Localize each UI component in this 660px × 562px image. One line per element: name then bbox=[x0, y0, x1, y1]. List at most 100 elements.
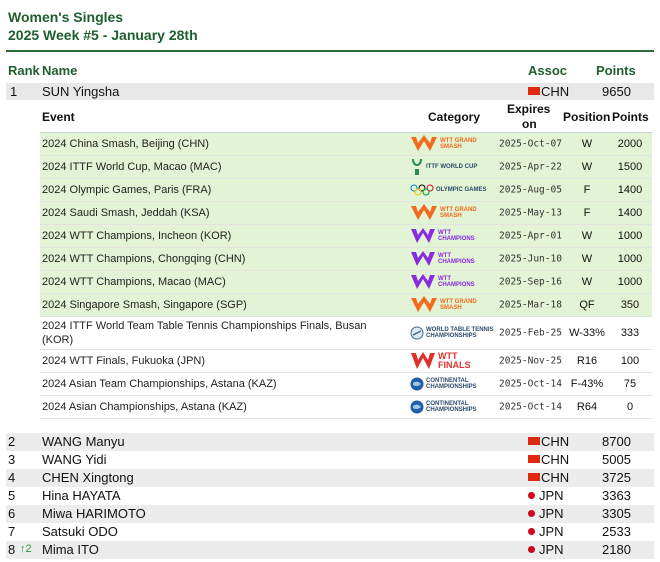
category-logo-line2: CHAMPIONSHIPS bbox=[426, 407, 477, 413]
ranking-column-headers: Rank Name Assoc Points bbox=[6, 63, 654, 81]
page-title: Women's Singles bbox=[8, 9, 124, 25]
leader-event-breakdown: Event Category Expires on Position Point… bbox=[40, 101, 652, 419]
event-expires: 2025-Apr-22 bbox=[499, 161, 562, 173]
event-row[interactable]: 2024 WTT Champions, Macao (MAC) WTT CHAMPI… bbox=[40, 271, 652, 294]
event-name: 2024 Saudi Smash, Jeddah (KSA) bbox=[42, 207, 210, 219]
points-column-header: Points bbox=[596, 63, 636, 78]
player-row[interactable]: 4 CHEN Xingtong CHN 3725 bbox=[6, 469, 654, 487]
event-expires: 2025-Sep-16 bbox=[499, 276, 562, 288]
player-name: Hina HAYATA bbox=[42, 488, 121, 503]
rank-column-header: Rank bbox=[8, 63, 40, 78]
event-points: 1000 bbox=[617, 253, 643, 265]
wtt-smash-logo: WTT GRAND SMASH bbox=[410, 204, 477, 222]
ranking-week: 2025 Week #5 - January 28th bbox=[8, 27, 198, 43]
event-points: 0 bbox=[626, 401, 634, 413]
event-expires: 2025-Apr-01 bbox=[499, 230, 562, 242]
event-category: ITTF WORLD CUP bbox=[410, 156, 496, 178]
header-divider bbox=[6, 50, 654, 52]
category-logo-line1: CONTINENTAL bbox=[426, 401, 469, 407]
player-row[interactable]: 6 Miwa HARIMOTO JPN 3305 bbox=[6, 505, 654, 523]
category-logo-line2: CHAMPIONSHIPS bbox=[426, 384, 477, 390]
wtt-smash-logo: WTT GRAND SMASH bbox=[410, 135, 477, 153]
event-points: 2000 bbox=[617, 138, 643, 150]
event-row[interactable]: 2024 Saudi Smash, Jeddah (KSA) WTT GRAND S… bbox=[40, 202, 652, 225]
event-position: W bbox=[581, 276, 593, 288]
category-logo-line1: CONTINENTAL bbox=[426, 378, 469, 384]
player-row[interactable]: 5 Hina HAYATA JPN 3363 bbox=[6, 487, 654, 505]
category-logo-line1: WTT GRAND bbox=[440, 138, 477, 144]
category-logo-line1: OLYMPIC GAMES bbox=[436, 187, 487, 193]
event-row[interactable]: 2024 WTT Champions, Chongqing (CHN) WTT CH… bbox=[40, 248, 652, 271]
ittf-world-cup-logo: ITTF WORLD CUP bbox=[410, 157, 477, 177]
event-row[interactable]: 2024 ITTF World Team Table Tennis Champi… bbox=[40, 317, 652, 350]
player-points: 2180 bbox=[602, 542, 631, 557]
player-row[interactable]: 8 ↑2 Mima ITO JPN 2180 bbox=[6, 541, 654, 559]
event-column-header: Event bbox=[42, 110, 75, 124]
player-rank: 7 bbox=[8, 524, 16, 539]
player-points: 3305 bbox=[602, 506, 631, 521]
event-category: WTT GRAND SMASH bbox=[410, 202, 496, 224]
event-points: 1000 bbox=[617, 230, 643, 242]
leader-name: SUN Yingsha bbox=[42, 84, 120, 99]
category-logo-text: WTT CHAMPIONS bbox=[438, 253, 475, 265]
event-position: W bbox=[581, 161, 593, 173]
japan-flag-icon bbox=[528, 528, 535, 535]
event-position: QF bbox=[579, 299, 595, 311]
category-logo-line1: WTT GRAND bbox=[440, 207, 477, 213]
category-logo-text: WTT GRAND SMASH bbox=[440, 138, 477, 150]
event-position: W bbox=[581, 230, 593, 242]
player-points: 3363 bbox=[602, 488, 631, 503]
player-assoc: CHN bbox=[528, 470, 569, 485]
event-row[interactable]: 2024 China Smash, Beijing (CHN) WTT GRAND… bbox=[40, 133, 652, 156]
event-row[interactable]: 2024 Singapore Smash, Singapore (SGP) WTT… bbox=[40, 294, 652, 317]
ranking-header: Women's Singles 2025 Week #5 - January 2… bbox=[8, 8, 198, 44]
player-assoc: JPN bbox=[528, 542, 564, 557]
event-position: W bbox=[581, 138, 593, 150]
event-points: 1400 bbox=[617, 184, 643, 196]
category-logo-text: WTT GRAND SMASH bbox=[440, 207, 477, 219]
event-points: 1500 bbox=[617, 161, 643, 173]
event-name: 2024 Asian Team Championships, Astana (K… bbox=[42, 378, 277, 390]
points-column-header-event: Points bbox=[612, 110, 649, 124]
china-flag-icon bbox=[528, 455, 540, 463]
player-rank: 4 bbox=[8, 470, 16, 485]
player-row[interactable]: 7 Satsuki ODO JPN 2533 bbox=[6, 523, 654, 541]
category-logo-text: WTT FINALS bbox=[438, 352, 471, 370]
event-row[interactable]: 2024 Asian Team Championships, Astana (K… bbox=[40, 373, 652, 396]
position-column-header: Position bbox=[563, 110, 611, 124]
event-points: 100 bbox=[620, 355, 640, 367]
player-assoc: JPN bbox=[528, 506, 564, 521]
category-column-header: Category bbox=[428, 110, 481, 124]
leader-row[interactable]: 1 SUN Yingsha CHN 9650 bbox=[6, 83, 654, 100]
event-rows: 2024 China Smash, Beijing (CHN) WTT GRAND… bbox=[40, 133, 652, 419]
japan-flag-icon bbox=[528, 510, 535, 517]
player-name: CHEN Xingtong bbox=[42, 470, 134, 485]
category-logo-line2: SMASH bbox=[440, 144, 462, 150]
expires-column-header-line1: Expires bbox=[507, 102, 551, 116]
event-category: WTT CHAMPIONS bbox=[410, 248, 496, 270]
player-row[interactable]: 3 WANG Yidi CHN 5005 bbox=[6, 451, 654, 469]
category-logo-line1: WTT GRAND bbox=[440, 299, 477, 305]
player-assoc: CHN bbox=[528, 434, 569, 449]
event-row[interactable]: 2024 WTT Champions, Incheon (KOR) WTT CHAM… bbox=[40, 225, 652, 248]
category-logo-text: ITTF WORLD CUP bbox=[426, 164, 477, 170]
player-row[interactable]: 2 WANG Manyu CHN 8700 bbox=[6, 433, 654, 451]
player-points: 3725 bbox=[602, 470, 631, 485]
player-rank: 8 bbox=[8, 542, 16, 557]
event-row[interactable]: 2024 ITTF World Cup, Macao (MAC) ITTF WOR… bbox=[40, 156, 652, 179]
olympic-games-logo: OLYMPIC GAMES bbox=[410, 184, 486, 196]
event-row[interactable]: 2024 Olympic Games, Paris (FRA) OLYMPIC G… bbox=[40, 179, 652, 202]
event-position: R16 bbox=[576, 355, 598, 367]
player-name: WANG Manyu bbox=[42, 434, 125, 449]
event-name: 2024 Asian Championships, Astana (KAZ) bbox=[42, 401, 247, 413]
category-logo-line1: WTT bbox=[438, 276, 451, 282]
category-logo-text: WORLD TABLE TENNIS CHAMPIONSHIPS bbox=[426, 327, 494, 339]
player-name: WANG Yidi bbox=[42, 452, 107, 467]
event-row[interactable]: 2024 Asian Championships, Astana (KAZ) CO… bbox=[40, 396, 652, 419]
continental-championships-logo: CONTINENTAL CHAMPIONSHIPS bbox=[410, 377, 477, 391]
event-expires: 2025-Feb-25 bbox=[499, 327, 562, 339]
event-row[interactable]: 2024 WTT Finals, Fukuoka (JPN) WTT FINALS 2… bbox=[40, 350, 652, 373]
event-name: 2024 ITTF World Team Table Tennis Champi… bbox=[42, 320, 367, 346]
event-name: 2024 ITTF World Cup, Macao (MAC) bbox=[42, 161, 222, 173]
player-assoc: JPN bbox=[528, 488, 564, 503]
